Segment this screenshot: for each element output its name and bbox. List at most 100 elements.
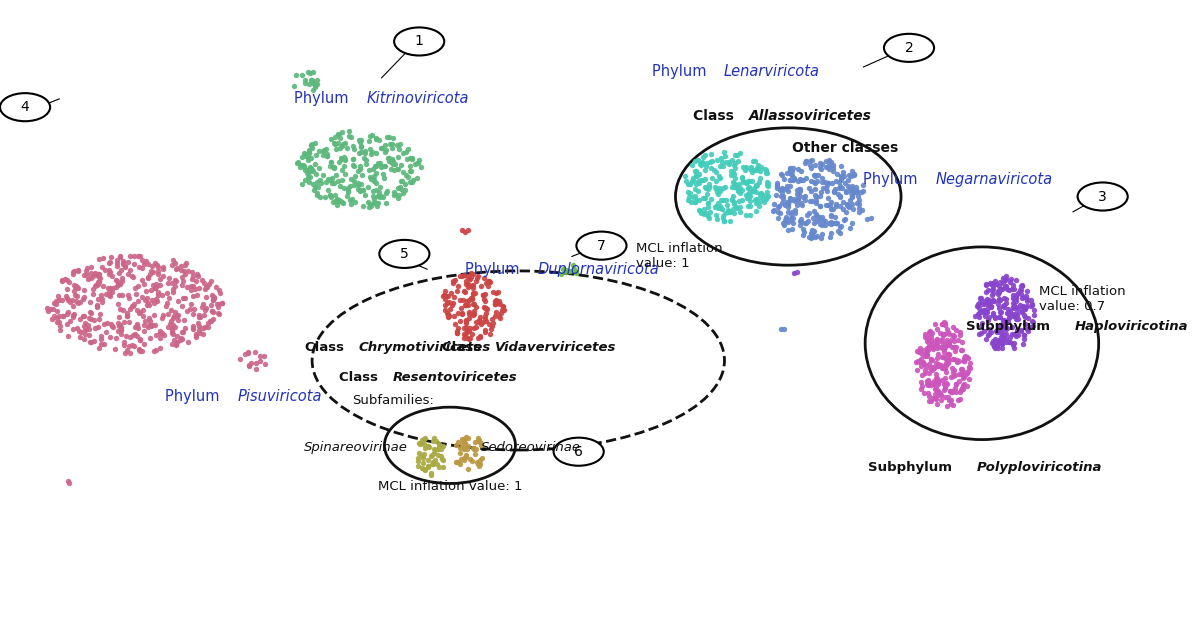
Point [116, 330, 136, 341]
Point [692, 157, 712, 167]
Point [137, 256, 156, 266]
Point [451, 303, 470, 313]
Point [840, 170, 859, 181]
Point [983, 295, 1002, 306]
Point [421, 468, 440, 478]
Point [910, 356, 929, 366]
Point [212, 298, 232, 308]
Point [808, 231, 827, 241]
Point [719, 207, 738, 217]
Point [330, 143, 349, 153]
Point [691, 160, 710, 170]
Point [737, 190, 756, 200]
Point [454, 323, 473, 333]
Point [558, 266, 577, 276]
Point [409, 447, 428, 457]
Point [1012, 280, 1031, 290]
Point [334, 160, 353, 170]
Point [388, 182, 407, 193]
Point [107, 275, 126, 285]
Point [50, 321, 70, 331]
Point [1006, 294, 1025, 304]
Point [1000, 278, 1019, 288]
Point [791, 186, 810, 197]
Point [343, 154, 362, 165]
Point [796, 191, 815, 202]
Point [805, 232, 824, 242]
Point [811, 158, 830, 168]
Point [443, 297, 462, 308]
Point [356, 159, 376, 169]
Point [1014, 330, 1033, 340]
Point [414, 449, 433, 459]
Point [778, 197, 797, 207]
Point [186, 330, 205, 340]
Point [994, 333, 1013, 343]
Point [977, 334, 996, 345]
Point [475, 325, 494, 336]
Point [175, 323, 194, 333]
Point [329, 196, 348, 206]
Point [792, 200, 811, 210]
Point [997, 271, 1016, 281]
Point [194, 309, 214, 320]
Point [438, 310, 457, 320]
Point [64, 280, 83, 290]
Point [85, 323, 104, 333]
Point [480, 319, 499, 329]
Point [926, 383, 946, 393]
Point [709, 183, 728, 193]
Point [790, 189, 809, 200]
Point [470, 455, 490, 465]
Point [419, 461, 438, 471]
Point [715, 182, 734, 192]
Point [706, 182, 725, 192]
Point [984, 341, 1003, 352]
Point [986, 313, 1006, 323]
Point [202, 300, 221, 310]
Point [829, 182, 848, 193]
Point [842, 199, 862, 209]
Point [803, 155, 822, 165]
Point [196, 322, 215, 332]
Point [739, 184, 758, 194]
Point [456, 279, 475, 290]
Point [980, 297, 1000, 307]
Point [1010, 300, 1030, 310]
Point [70, 315, 89, 325]
Point [679, 192, 698, 202]
Point [146, 294, 166, 304]
Point [151, 328, 170, 338]
Point [817, 183, 836, 193]
Point [204, 315, 223, 325]
Point [444, 311, 463, 322]
Point [100, 291, 119, 301]
Point [202, 316, 221, 327]
Point [96, 288, 115, 299]
Point [332, 165, 352, 175]
Point [158, 322, 178, 332]
Point [457, 271, 476, 281]
Point [800, 156, 820, 166]
Point [456, 431, 475, 441]
Point [822, 204, 841, 214]
Point [58, 284, 77, 294]
Point [74, 270, 94, 280]
Point [941, 395, 960, 405]
Point [104, 344, 124, 354]
Point [413, 435, 432, 445]
Point [758, 191, 778, 202]
Point [113, 256, 132, 267]
Point [208, 299, 227, 309]
Point [772, 168, 791, 179]
Point [58, 274, 77, 285]
Point [982, 327, 1001, 337]
Point [827, 218, 846, 228]
Text: MCL inflation
value: 0.7: MCL inflation value: 0.7 [1039, 285, 1126, 313]
Point [449, 308, 468, 318]
Point [708, 198, 727, 208]
Point [930, 342, 949, 352]
Point [716, 156, 736, 167]
Point [924, 362, 943, 373]
Point [167, 330, 186, 341]
